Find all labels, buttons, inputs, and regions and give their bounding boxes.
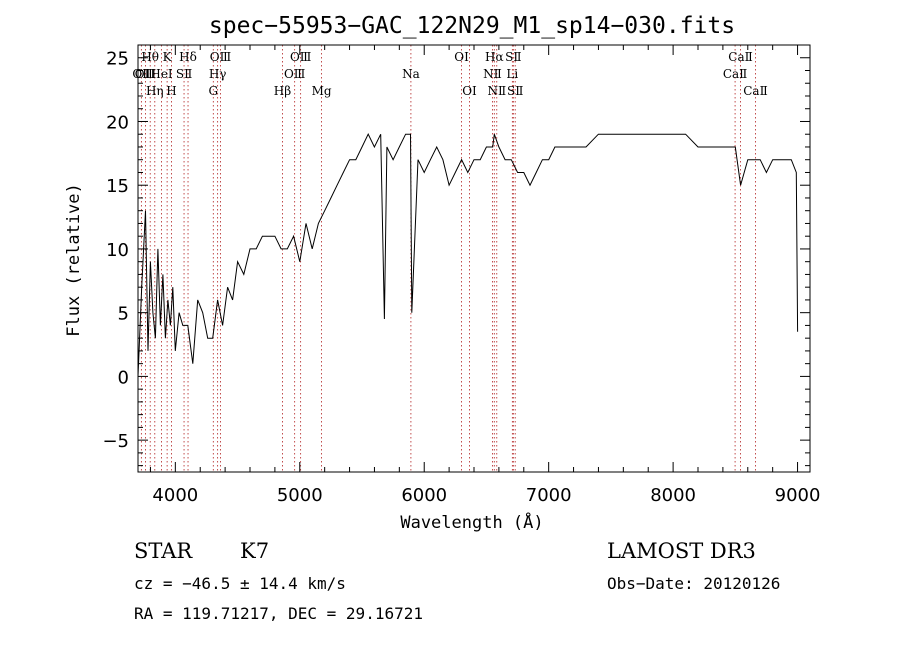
x-axis-label: Wavelength (Å) bbox=[400, 511, 543, 533]
y-tick-label: 0 bbox=[118, 367, 129, 388]
y-tick-label: 10 bbox=[106, 240, 129, 261]
x-tick-label: 4000 bbox=[152, 485, 198, 506]
x-tick-label: 6000 bbox=[401, 485, 447, 506]
spectral-line-label: G bbox=[208, 84, 218, 98]
chart-title: spec−55953−GAC_122N29_M1_sp14−030.fits bbox=[209, 13, 735, 39]
object-class: STAR bbox=[134, 539, 193, 563]
spectral-line-label: OⅢ bbox=[284, 67, 305, 81]
x-tick-label: 7000 bbox=[526, 485, 572, 506]
spectral-line-label: SⅡ bbox=[505, 50, 521, 64]
spectral-line-label: K bbox=[163, 50, 173, 64]
spectral-line-label: HeI bbox=[150, 67, 173, 81]
spectral-line-label: Hδ bbox=[179, 50, 197, 64]
x-axis: 4000 5000 6000 7000 8000 9000 bbox=[149, 45, 821, 506]
y-axis-label: Flux (relative) bbox=[64, 183, 84, 337]
y-tick-label: −5 bbox=[102, 431, 129, 452]
x-tick-label: 8000 bbox=[650, 485, 696, 506]
spectral-line-label: SⅡ bbox=[176, 67, 192, 81]
spectral-line-label: OⅢ bbox=[290, 50, 311, 64]
spectral-line-label: OⅢ bbox=[210, 50, 231, 64]
x-tick-label: 5000 bbox=[277, 485, 323, 506]
redshift-readout: cz = −46.5 ± 14.4 km/s bbox=[134, 574, 346, 593]
spectral-line-label: Na bbox=[402, 67, 420, 81]
plot-frame bbox=[137, 44, 811, 473]
spectral-line-label: Hγ bbox=[209, 67, 227, 81]
y-axis: −5 0 5 10 15 20 25 bbox=[102, 44, 810, 467]
spectral-line-label: NⅡ bbox=[487, 84, 506, 98]
spectral-line-labels: OⅡHθOⅢHηHeIKHSⅡHδGOⅢHγHβOⅢOⅢMgNaOⅠOⅠNⅡHα… bbox=[132, 50, 767, 98]
y-tick-label: 20 bbox=[106, 112, 129, 133]
spectral-line-label: Hβ bbox=[274, 84, 291, 98]
spectral-line-markers bbox=[140, 45, 756, 472]
spectral-line-label: CaⅡ bbox=[723, 67, 748, 81]
spectral-line-label: OⅡ bbox=[132, 67, 150, 81]
spectral-subclass: K7 bbox=[240, 539, 270, 563]
spectral-line-label: NⅡ bbox=[483, 67, 502, 81]
spectral-line-label: OⅢ bbox=[135, 67, 156, 81]
spectral-line-label: Li bbox=[506, 67, 518, 81]
spectral-line-label: Hα bbox=[485, 50, 504, 64]
observation-date: Obs−Date: 20120126 bbox=[607, 574, 781, 593]
spectral-line-label: Hθ bbox=[141, 50, 159, 64]
spectral-line-label: CaⅡ bbox=[728, 50, 753, 64]
spectral-line-label: SⅡ bbox=[507, 84, 523, 98]
y-tick-label: 5 bbox=[118, 304, 129, 325]
spectral-line-label: CaⅡ bbox=[743, 84, 768, 98]
spectral-line-label: OⅠ bbox=[462, 84, 477, 98]
spectral-line-label: Hη bbox=[146, 84, 164, 98]
spectrum-line bbox=[137, 133, 799, 377]
spectral-line-label: Mg bbox=[312, 84, 332, 98]
survey-name: LAMOST DR3 bbox=[607, 539, 756, 563]
coordinates-readout: RA = 119.71217, DEC = 29.16721 bbox=[134, 604, 423, 623]
spectral-line-label: H bbox=[166, 84, 176, 98]
x-tick-label: 9000 bbox=[775, 485, 821, 506]
y-tick-label: 25 bbox=[106, 49, 129, 70]
y-tick-label: 15 bbox=[106, 176, 129, 197]
spectral-line-label: OⅠ bbox=[454, 50, 469, 64]
